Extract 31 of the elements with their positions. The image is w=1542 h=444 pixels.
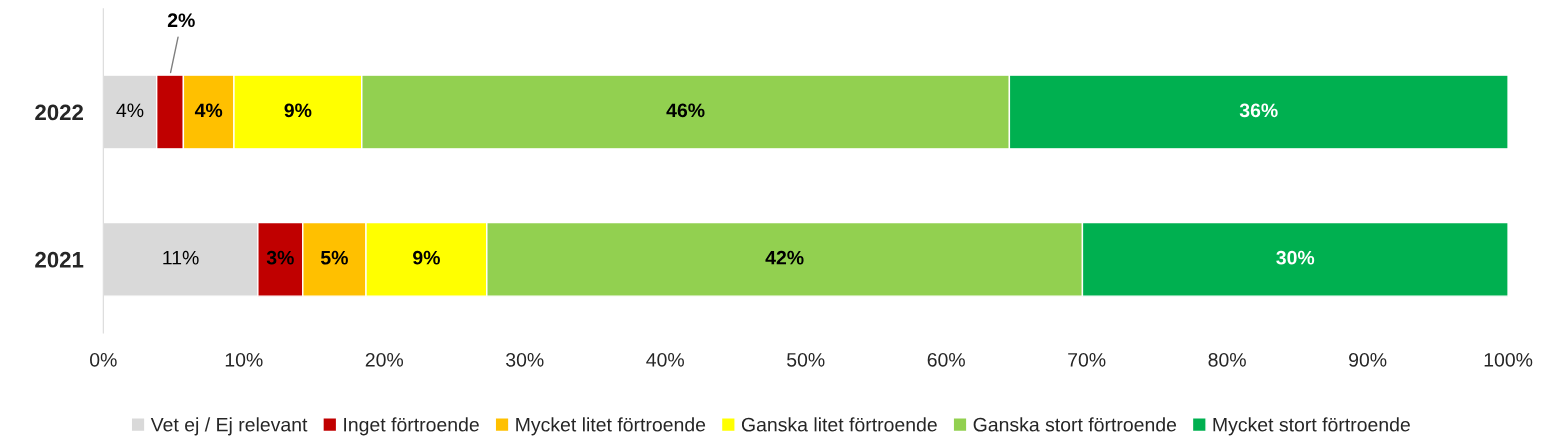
data-label: 9% bbox=[413, 250, 440, 265]
x-tick-label: 10% bbox=[225, 352, 263, 367]
x-tick-label: 30% bbox=[506, 352, 544, 367]
legend-label: Inget förtroende bbox=[344, 417, 479, 436]
data-label: 30% bbox=[1276, 250, 1315, 265]
data-label: 5% bbox=[320, 250, 348, 265]
x-tick-label: 0% bbox=[90, 352, 117, 367]
data-label: 9% bbox=[284, 103, 312, 118]
y-tick-label: 2022 bbox=[35, 104, 83, 121]
data-label: 42% bbox=[765, 250, 804, 265]
x-tick-label: 80% bbox=[1208, 352, 1246, 367]
data-label: 11% bbox=[163, 250, 199, 265]
x-tick-label: 50% bbox=[787, 352, 825, 367]
legend-label: Ganska stort förtroende bbox=[973, 417, 1177, 432]
x-tick-label: 100% bbox=[1484, 352, 1533, 367]
data-label: 46% bbox=[666, 103, 705, 118]
legend-label: Mycket stort förtroende bbox=[1213, 417, 1410, 436]
data-label: 2% bbox=[167, 13, 195, 28]
y-tick-label: 2021 bbox=[35, 251, 84, 268]
x-tick-label: 40% bbox=[646, 352, 684, 367]
x-tick-label: 90% bbox=[1349, 352, 1387, 367]
x-tick-label: 60% bbox=[927, 352, 965, 367]
data-label: 3% bbox=[266, 250, 294, 265]
data-label: 4% bbox=[194, 103, 223, 118]
legend-label: Ganska litet förtroende bbox=[741, 417, 937, 432]
x-tick-label: 70% bbox=[1068, 352, 1106, 367]
legend-label: Mycket litet förtroende bbox=[516, 417, 706, 436]
data-label: 36% bbox=[1239, 103, 1278, 118]
x-tick-label: 20% bbox=[365, 352, 404, 367]
data-label: 4% bbox=[116, 103, 144, 118]
legend-label: Vet ej / Ej relevant bbox=[150, 417, 308, 436]
